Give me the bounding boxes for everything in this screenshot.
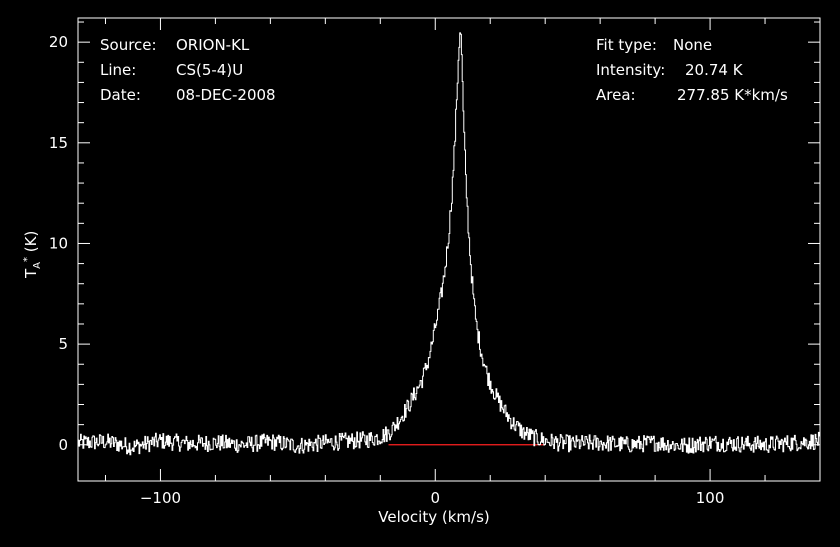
y-label-sub: A	[32, 261, 43, 269]
area-value: 277.85 K*km/s	[677, 86, 788, 104]
plot-frame	[77, 17, 821, 482]
y-tick-label: 20	[49, 33, 68, 51]
fit-type-label: Fit type:	[596, 36, 657, 54]
fit-type-value: None	[673, 36, 713, 54]
area-label: Area:	[596, 86, 636, 104]
x-tick-label: −100	[140, 489, 181, 507]
y-tick-label: 15	[49, 134, 68, 152]
y-axis-label: TA* (K)	[22, 231, 43, 278]
line-label: Line:	[100, 61, 137, 79]
spectrum-series-line	[78, 32, 821, 456]
x-tick-label: 0	[430, 489, 440, 507]
date-label: Date:	[100, 86, 141, 104]
y-tick-label: 10	[49, 234, 68, 252]
y-label-sup: *	[22, 256, 33, 262]
source-value: ORION-KL	[176, 36, 250, 54]
intensity-value: 20.74 K	[685, 61, 743, 79]
source-label: Source:	[100, 36, 157, 54]
y-label-unit: (K)	[22, 230, 40, 253]
y-label-main: T	[22, 268, 40, 278]
x-axis-label: Velocity (km/s)	[378, 508, 490, 526]
y-tick-label: 0	[58, 436, 68, 454]
line-value: CS(5-4)U	[176, 61, 244, 79]
y-tick-label: 5	[58, 335, 68, 353]
x-tick-label: 100	[696, 489, 725, 507]
date-value: 08-DEC-2008	[176, 86, 276, 104]
intensity-label: Intensity:	[596, 61, 666, 79]
